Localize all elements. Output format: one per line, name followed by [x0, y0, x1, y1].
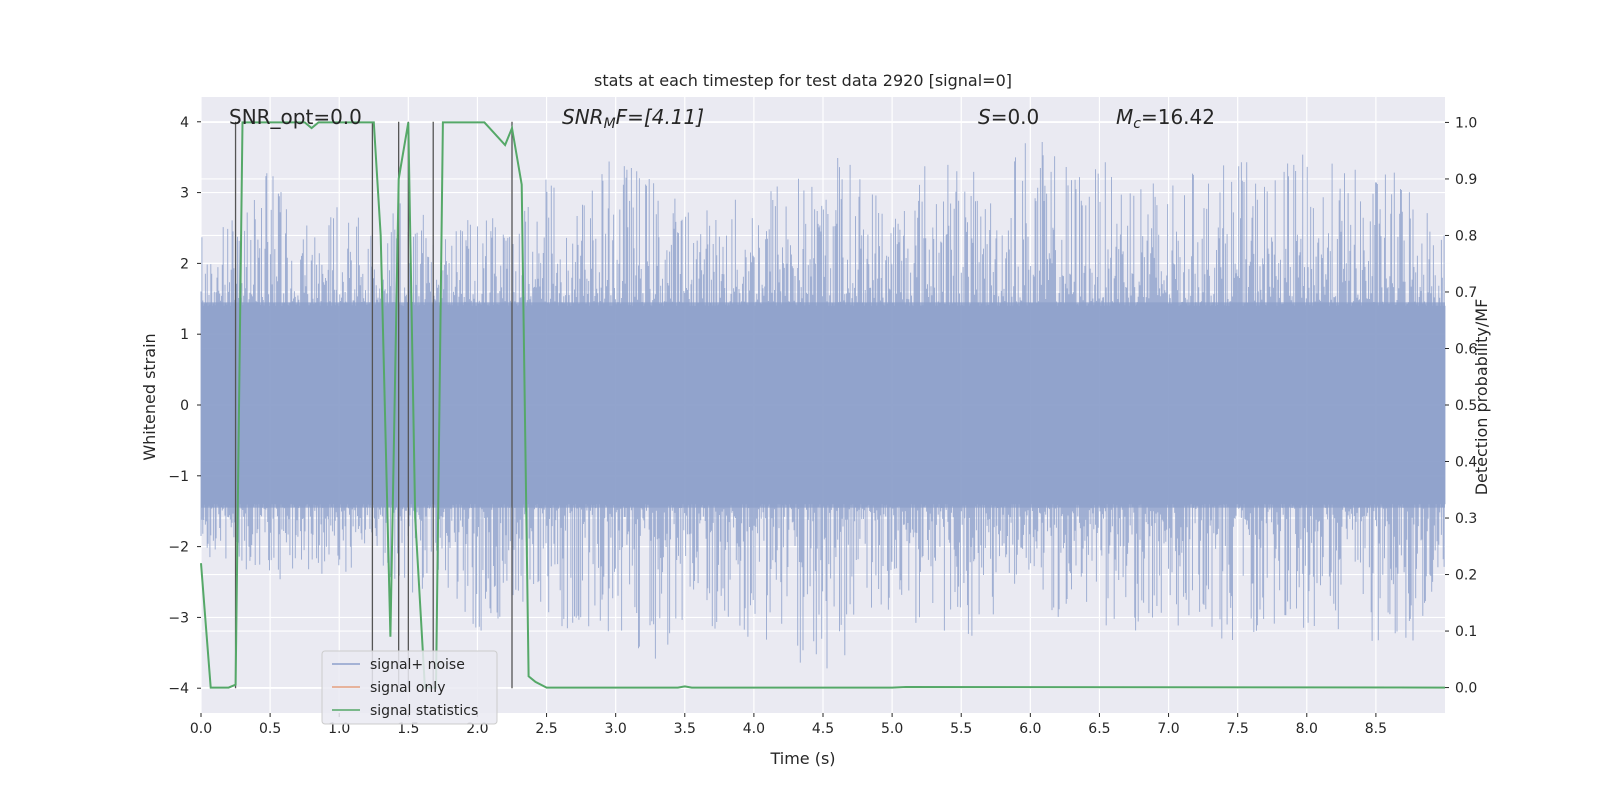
y2-tick-label: 0.3	[1455, 511, 1477, 527]
y-tick-label: −3	[168, 610, 189, 626]
x-tick-label: 5.5	[950, 721, 972, 737]
legend: signal+ noise signal only signal statist…	[321, 650, 498, 725]
x-tick-label: 0.5	[259, 721, 281, 737]
x-tick-label: 7.0	[1157, 721, 1179, 737]
annotation-mc: Mc=16.42	[1116, 105, 1215, 132]
y-tick-label: 3	[180, 186, 189, 202]
y-tick-label: 0	[180, 398, 189, 414]
y2-tick-label: 0.8	[1455, 228, 1477, 244]
chart-title: stats at each timestep for test data 292…	[594, 71, 1012, 90]
legend-box	[321, 650, 498, 725]
x-tick-label: 1.5	[397, 721, 419, 737]
annotation-s: S=0.0	[978, 105, 1039, 129]
annotation-snr-mf: SNRMF=[4.11]	[562, 105, 704, 132]
y-tick-label: −4	[168, 681, 189, 697]
signal-noise-line	[200, 142, 1446, 669]
y2-tick-label: 0.0	[1455, 681, 1477, 697]
y-tick-label: 2	[180, 256, 189, 272]
x-tick-label: 7.5	[1227, 721, 1249, 737]
y-tick-label: −2	[168, 540, 189, 556]
y2-tick-label: 0.9	[1455, 172, 1477, 188]
y2-tick-label: 0.1	[1455, 624, 1477, 640]
y2-tick-label: 0.7	[1455, 285, 1477, 301]
annotation-snr-opt: SNR_opt=0.0	[229, 105, 362, 129]
y2-tick-label: 0.4	[1455, 455, 1477, 471]
legend-label-signal-noise: signal+ noise	[370, 657, 465, 673]
x-tick-label: 2.5	[535, 721, 557, 737]
x-tick-label: 1.0	[328, 721, 350, 737]
y-tick-label: −1	[168, 469, 189, 485]
x-tick-label: 4.5	[812, 721, 834, 737]
legend-label-signal-only: signal only	[370, 680, 445, 696]
x-tick-label: 0.0	[190, 721, 212, 737]
legend-label-signal-statistics: signal statistics	[370, 703, 478, 719]
x-tick-label: 2.0	[466, 721, 488, 737]
y2-tick-label: 0.5	[1455, 398, 1477, 414]
y2-tick-label: 0.2	[1455, 568, 1477, 584]
x-axis-label: Time (s)	[769, 749, 835, 768]
y2-tick-label: 1.0	[1455, 115, 1477, 131]
x-tick-label: 4.0	[743, 721, 765, 737]
x-tick-label: 6.0	[1019, 721, 1041, 737]
y2-tick-label: 0.6	[1455, 341, 1477, 357]
x-tick-label: 8.5	[1365, 721, 1387, 737]
x-tick-label: 5.0	[881, 721, 903, 737]
x-tick-label: 8.0	[1296, 721, 1318, 737]
y-axis-label: Whitened strain	[140, 333, 159, 460]
x-tick-label: 3.0	[605, 721, 627, 737]
x-tick-label: 6.5	[1088, 721, 1110, 737]
y-tick-label: 1	[180, 327, 189, 343]
x-tick-label: 3.5	[674, 721, 696, 737]
y2-axis-label: Detection probability/MF	[1472, 299, 1491, 496]
y-tick-label: 4	[180, 115, 189, 131]
